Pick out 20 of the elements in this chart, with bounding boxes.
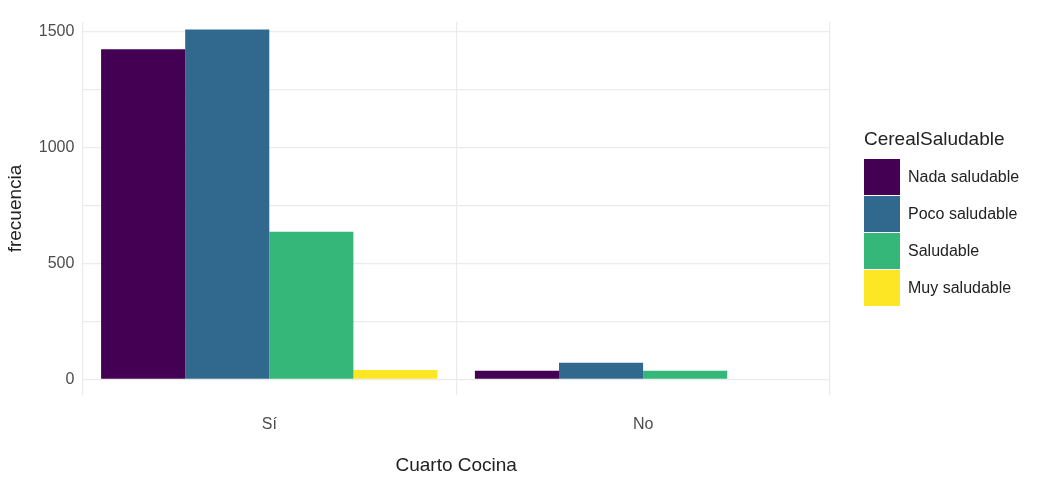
x-axis-title: Cuarto Cocina xyxy=(395,453,518,475)
bar xyxy=(558,362,644,379)
legend-label: Muy saludable xyxy=(908,278,1012,297)
legend-title: CerealSaludable xyxy=(864,128,1006,150)
y-axis-title: frecuencia xyxy=(3,164,25,253)
bar xyxy=(101,49,186,379)
legend-label: Saludable xyxy=(908,241,980,260)
legend-label: Poco saludable xyxy=(908,204,1018,223)
legend-label: Nada saludable xyxy=(908,167,1020,186)
bar xyxy=(269,231,354,379)
y-tick-label: 1500 xyxy=(38,21,75,39)
x-tick-label: Sí xyxy=(261,415,278,433)
bar xyxy=(643,370,728,379)
y-tick-label: 0 xyxy=(65,369,75,387)
y-tick-label: 500 xyxy=(47,253,75,271)
bar xyxy=(474,370,559,379)
bar xyxy=(185,29,270,379)
bar xyxy=(353,369,438,379)
y-tick-label: 1000 xyxy=(38,137,75,155)
x-tick-label: No xyxy=(632,415,654,433)
